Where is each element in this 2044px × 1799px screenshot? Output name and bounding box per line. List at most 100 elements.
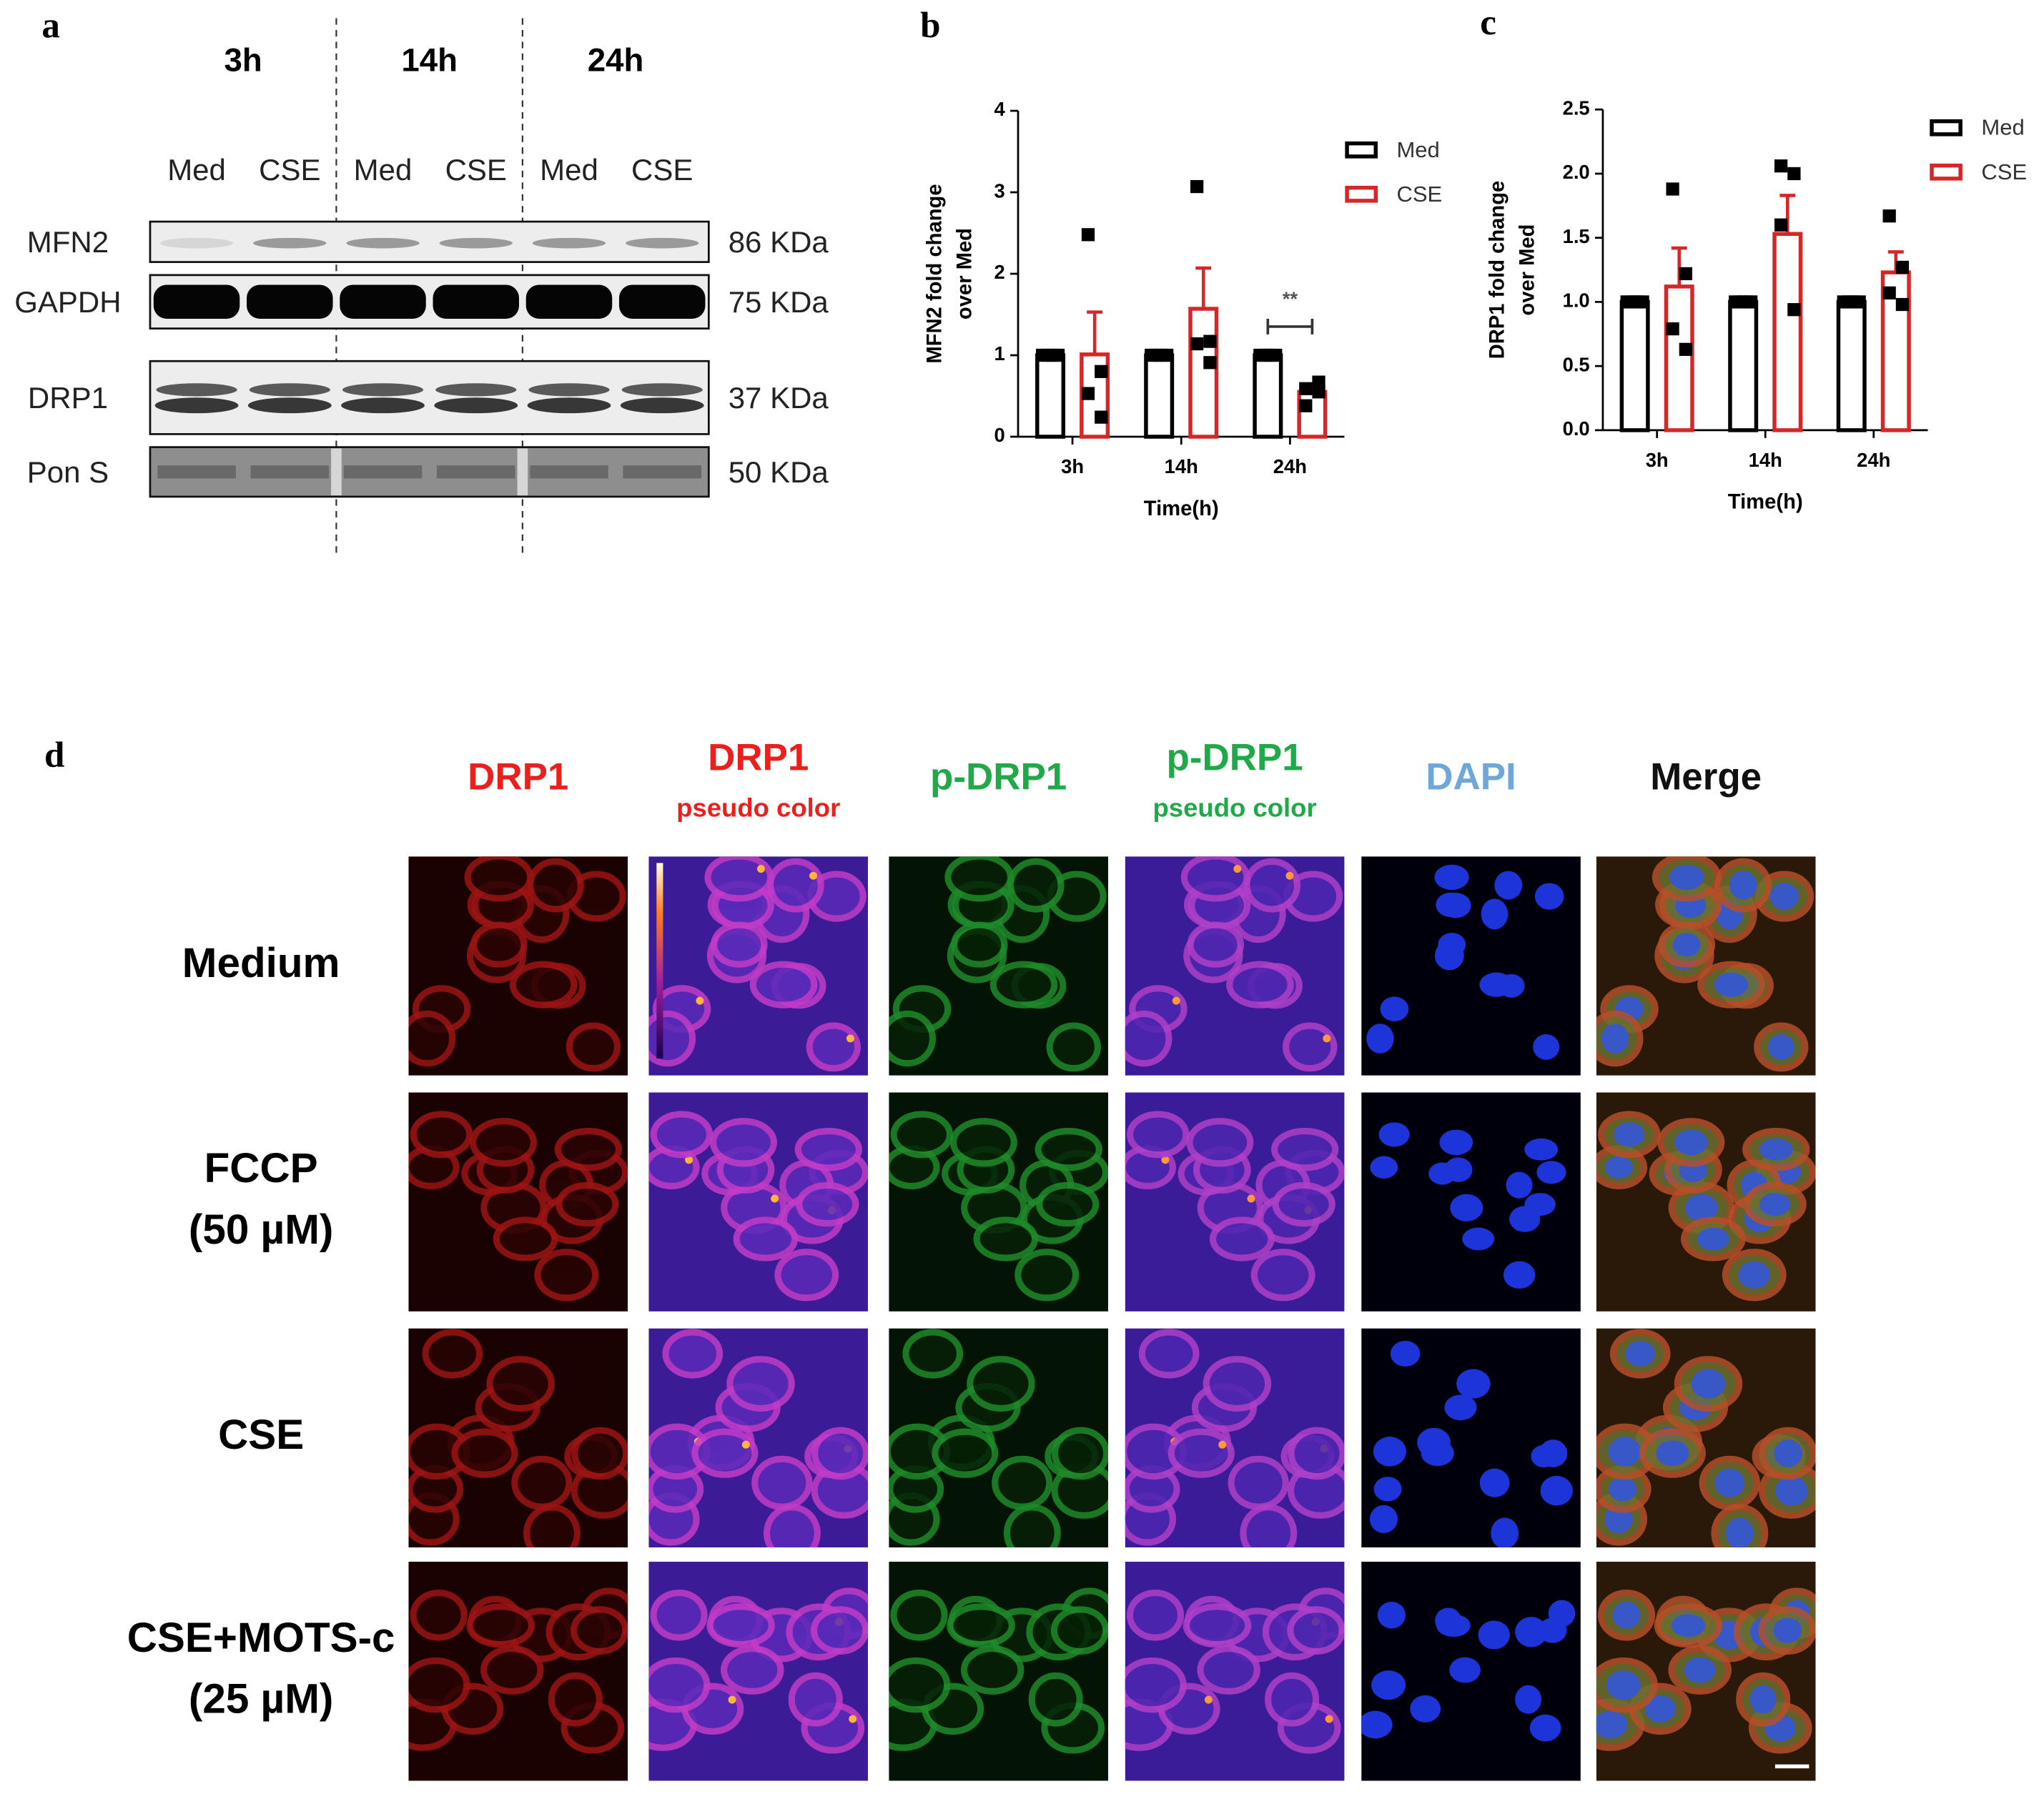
cell	[1125, 1657, 1187, 1713]
blot-band	[341, 397, 425, 414]
cell	[451, 1428, 518, 1478]
cell	[1014, 1249, 1080, 1302]
cell	[534, 1249, 599, 1302]
cell	[1180, 856, 1250, 902]
legend-swatch	[1930, 163, 1962, 181]
y-tick-label: 1	[994, 342, 1005, 365]
timepoint-label: 14h	[401, 42, 458, 79]
nucleus	[1539, 1439, 1568, 1467]
cell	[1186, 1118, 1254, 1167]
nucleus	[1767, 1034, 1794, 1060]
nucleus	[1775, 1475, 1808, 1506]
cell	[806, 1022, 861, 1072]
nucleus	[1524, 1138, 1559, 1161]
nucleus	[1608, 1437, 1641, 1467]
cell	[721, 1645, 784, 1695]
y-axis-title: over Med	[1516, 224, 1539, 316]
data-point	[1299, 399, 1313, 412]
nucleus	[1506, 1171, 1533, 1199]
blot-band	[620, 397, 704, 414]
protein-label: Pon S	[27, 455, 109, 489]
cell	[1265, 1672, 1320, 1727]
cell	[749, 961, 818, 1008]
blot-band	[346, 237, 420, 249]
cell	[1272, 1181, 1335, 1227]
cell	[944, 856, 1014, 902]
column-title: DRP1	[468, 756, 568, 798]
cell	[410, 1590, 468, 1641]
cell	[1287, 1606, 1345, 1655]
legend-label: CSE	[1396, 182, 1442, 207]
nucleus	[1759, 1193, 1791, 1216]
bar	[1664, 284, 1694, 432]
cell	[648, 1657, 711, 1713]
blot-band	[157, 465, 236, 479]
x-tick-label: 24h	[1857, 449, 1890, 471]
cell	[951, 921, 1008, 968]
cell	[1283, 1022, 1338, 1072]
bar	[1728, 299, 1759, 432]
cell	[1035, 1128, 1102, 1171]
hot-spot	[771, 1194, 779, 1203]
blot-band	[626, 237, 699, 249]
cell	[470, 921, 528, 968]
micrograph	[1361, 1562, 1581, 1781]
blot-band	[532, 237, 606, 249]
nucleus	[1671, 1614, 1706, 1637]
nucleus	[1373, 1477, 1402, 1502]
nucleus	[1601, 1024, 1629, 1054]
nucleus	[1462, 1227, 1495, 1251]
data-point	[1095, 410, 1108, 424]
bar	[1035, 353, 1066, 439]
cell	[1183, 1603, 1252, 1648]
micrograph-background	[1361, 1328, 1581, 1547]
blot-band	[340, 284, 426, 319]
nucleus	[1672, 933, 1701, 957]
nucleus	[1533, 1034, 1560, 1060]
micrograph	[408, 1562, 628, 1781]
size-label: 86 KDa	[729, 225, 829, 259]
cell	[973, 1216, 1039, 1262]
cell	[889, 1657, 951, 1713]
micrograph	[1125, 856, 1345, 1076]
nucleus	[1738, 1261, 1770, 1289]
lane-label: Med	[354, 153, 413, 187]
cell	[763, 1504, 821, 1547]
nucleus	[1491, 1517, 1519, 1547]
x-tick-label: 14h	[1165, 455, 1198, 477]
y-tick-label: 0.0	[1563, 417, 1590, 440]
micrograph	[408, 1328, 628, 1547]
nucleus	[1444, 1394, 1477, 1421]
blot-band	[434, 397, 518, 414]
cell	[691, 1428, 759, 1478]
cell	[709, 1118, 777, 1167]
cell	[470, 1118, 538, 1167]
cell	[523, 1504, 581, 1547]
nucleus	[1729, 871, 1757, 900]
nucleus	[1614, 1122, 1645, 1147]
cell	[1028, 1672, 1083, 1727]
nucleus	[1749, 1685, 1777, 1714]
row-label: Medium	[182, 940, 340, 986]
nucleus	[1605, 1156, 1633, 1179]
y-axis-title: DRP1 fold change	[1486, 181, 1509, 360]
cell	[992, 1455, 1053, 1510]
nucleus	[1536, 1161, 1566, 1184]
micrograph	[1596, 1328, 1816, 1547]
micrograph	[648, 1328, 869, 1547]
micrograph	[1361, 1328, 1581, 1547]
data-point	[1895, 297, 1910, 312]
blot-band	[528, 383, 610, 397]
micrograph	[889, 1092, 1108, 1312]
data-point	[1081, 228, 1095, 242]
cell	[556, 1181, 619, 1227]
nucleus	[1596, 1710, 1628, 1739]
nucleus	[1625, 1340, 1656, 1367]
nucleus	[1644, 1695, 1676, 1723]
micrograph	[1125, 1092, 1345, 1312]
micrograph	[648, 1092, 869, 1312]
nucleus	[1773, 1617, 1802, 1643]
nucleus	[1421, 1440, 1454, 1467]
legend-label: Med	[1981, 115, 2024, 140]
